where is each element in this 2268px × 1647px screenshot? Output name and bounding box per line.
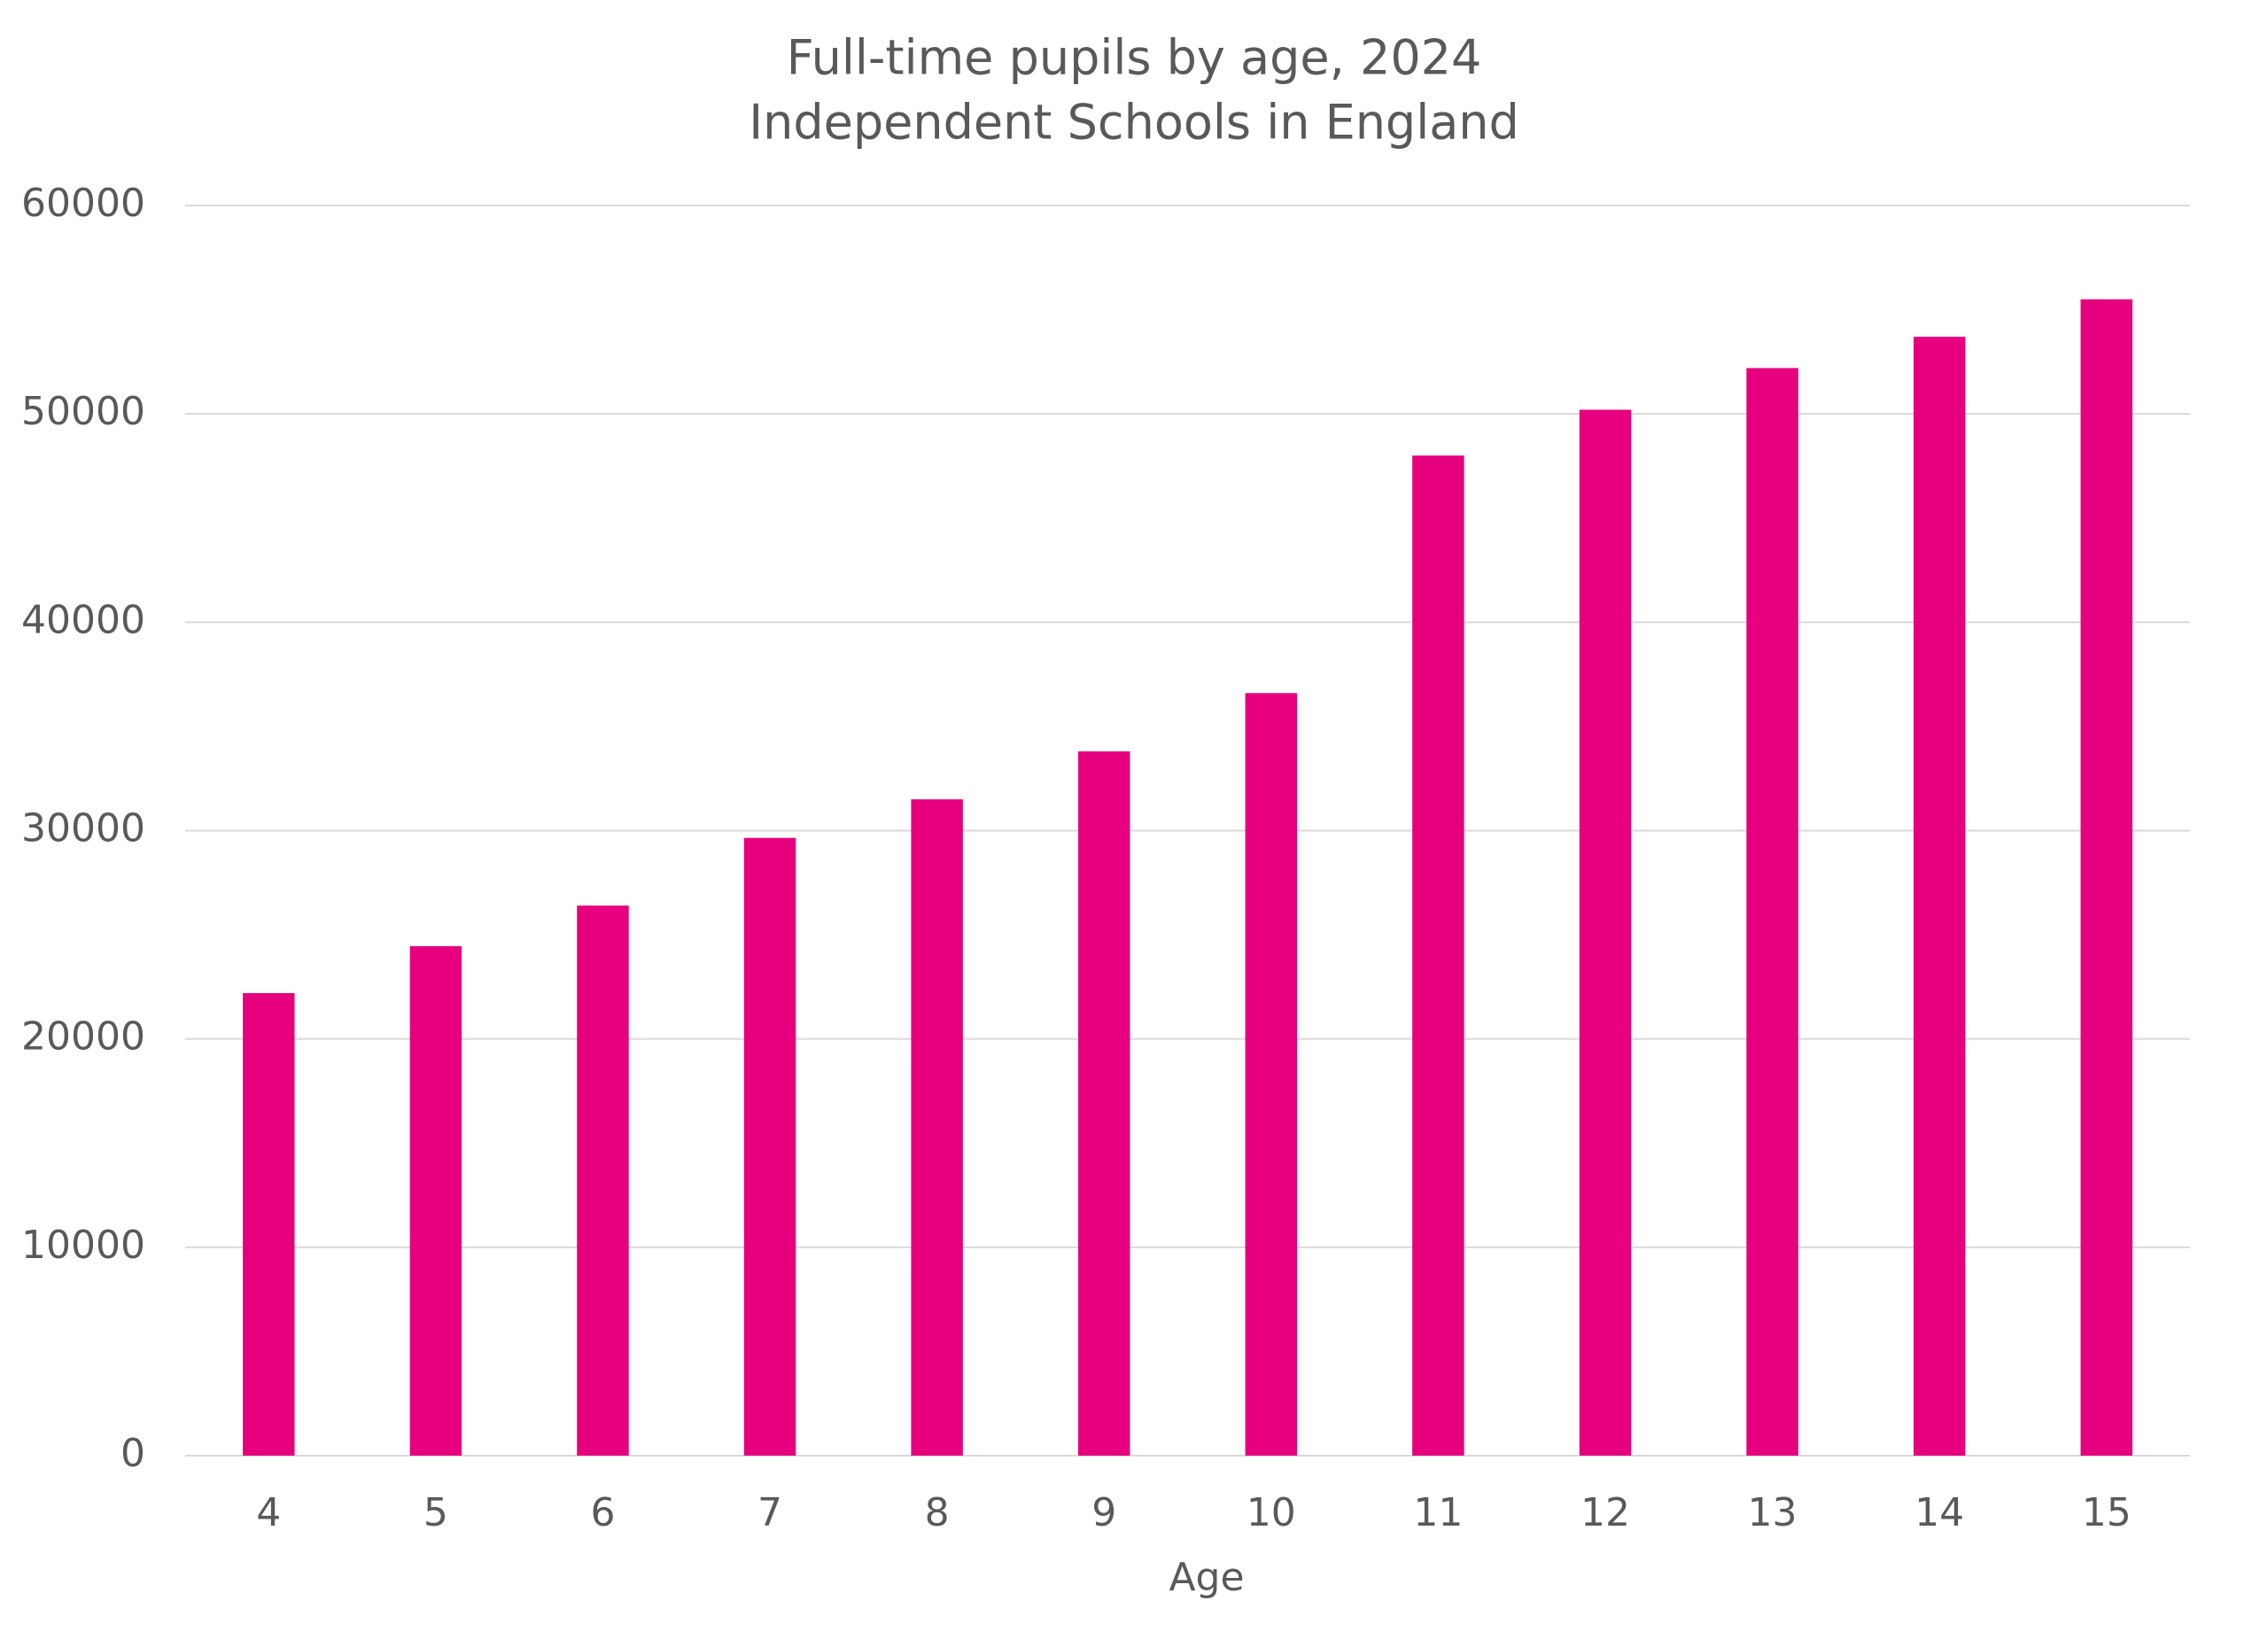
x-tick-label: 13	[1748, 1490, 1798, 1535]
y-tick-label: 40000	[21, 597, 145, 642]
y-tick-label: 60000	[21, 181, 145, 226]
x-tick-label: 9	[1091, 1490, 1116, 1535]
chart-subtitle: Independent Schools in England	[749, 95, 1519, 151]
x-tick-label: 12	[1581, 1490, 1630, 1535]
x-tick-label: 11	[1413, 1490, 1463, 1535]
y-tick-label: 30000	[21, 806, 145, 851]
bar	[1746, 368, 1798, 1457]
x-tick-label: 4	[256, 1490, 281, 1535]
bar	[2080, 299, 2132, 1457]
x-tick-label: 6	[590, 1490, 615, 1535]
chart-title: Full-time pupils by age, 2024	[787, 30, 1482, 86]
x-tick-label: 10	[1247, 1490, 1296, 1535]
x-tick-label: 14	[1915, 1490, 1964, 1535]
bar	[1913, 337, 1966, 1456]
x-axis-label: Age	[1169, 1555, 1244, 1600]
x-tick-label: 7	[757, 1490, 782, 1535]
bar	[577, 905, 629, 1456]
bar	[1245, 693, 1298, 1456]
bar	[243, 992, 295, 1456]
bar	[409, 946, 462, 1456]
bar	[911, 799, 963, 1456]
y-tick-label: 50000	[21, 389, 145, 434]
x-tick-label: 15	[2082, 1490, 2132, 1535]
x-tick-label: 5	[423, 1490, 448, 1535]
x-tick-label: 8	[925, 1490, 950, 1535]
bar	[1412, 455, 1464, 1457]
y-tick-label: 0	[120, 1431, 145, 1476]
y-tick-label: 20000	[21, 1014, 145, 1060]
y-tick-label: 10000	[21, 1223, 145, 1268]
bar	[1579, 409, 1632, 1456]
bar	[1077, 751, 1130, 1456]
bar	[743, 837, 796, 1456]
